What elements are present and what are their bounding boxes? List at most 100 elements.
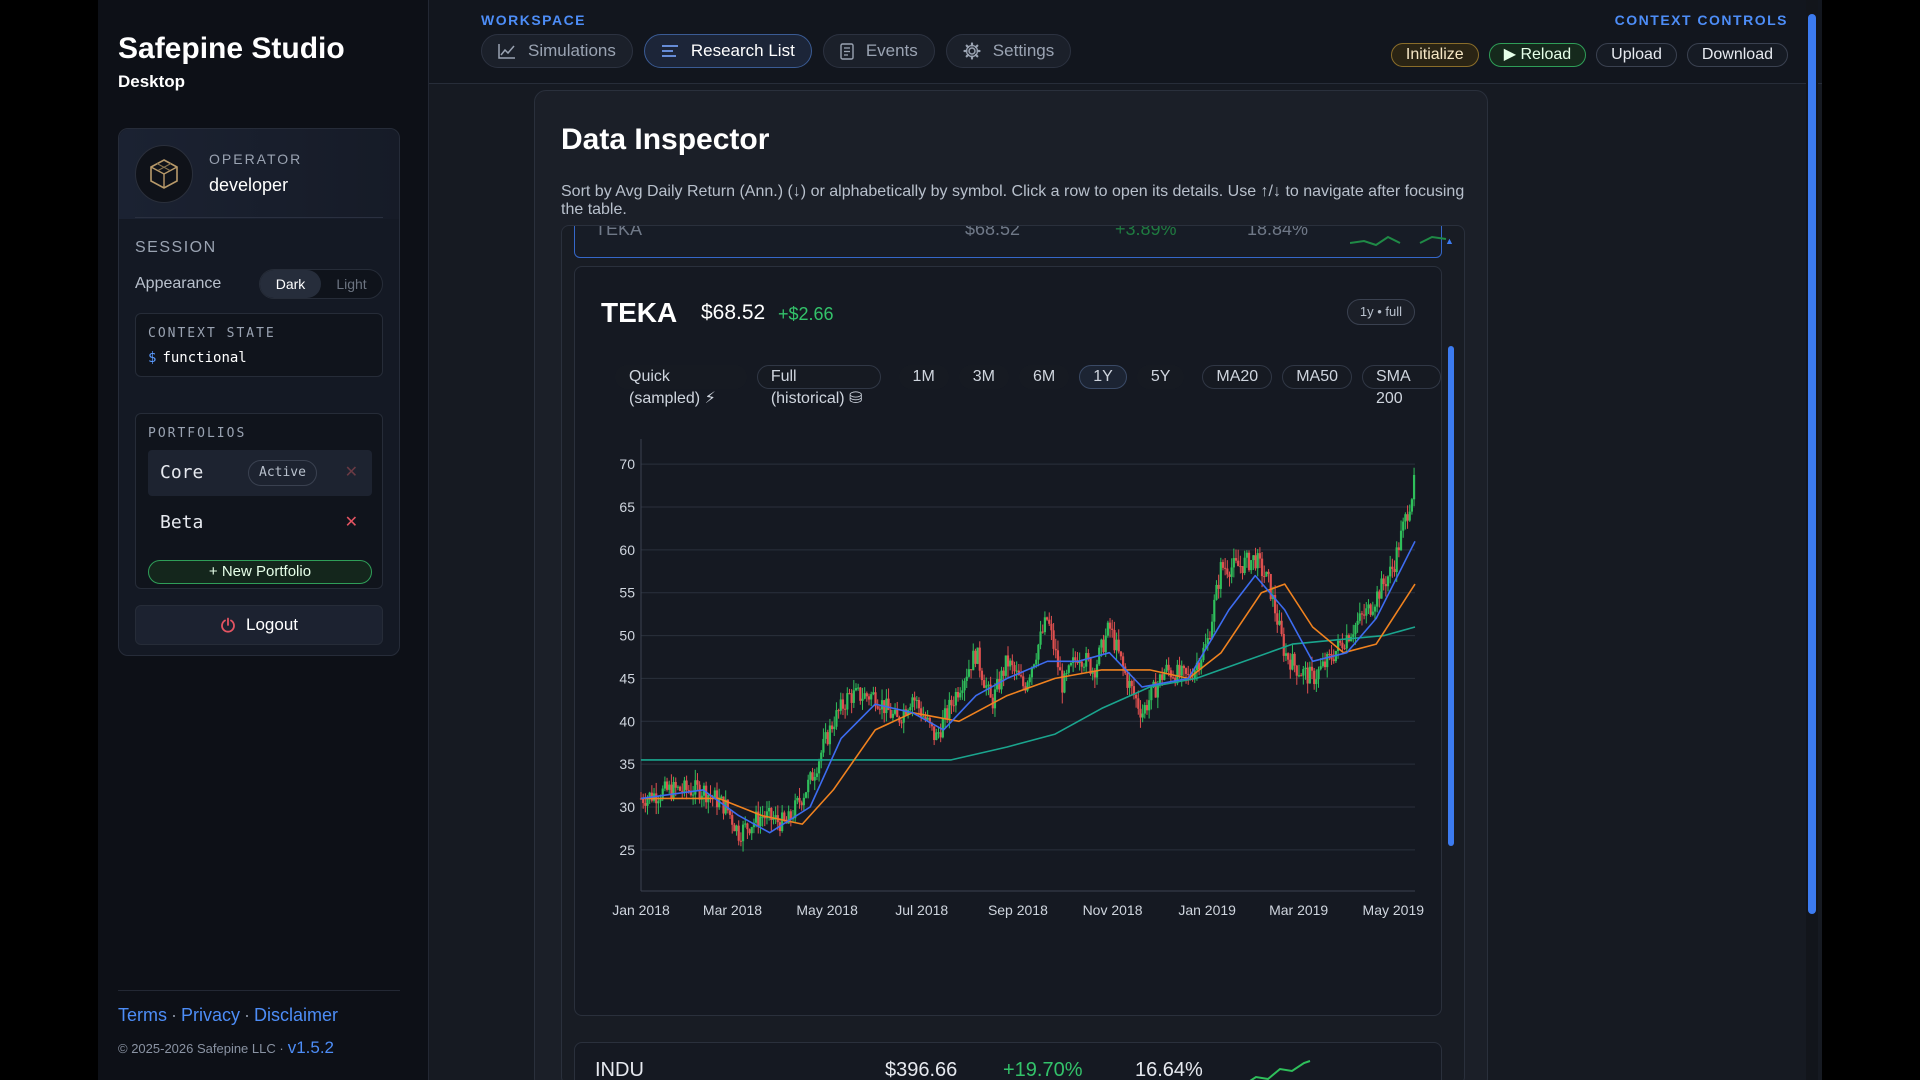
row-price: $68.52 xyxy=(965,225,1021,239)
candle-body xyxy=(694,780,697,795)
y-tick-label: 30 xyxy=(619,799,635,815)
terms-link[interactable]: Terms xyxy=(118,1005,167,1025)
candle-body xyxy=(1250,560,1253,571)
candle-body xyxy=(794,800,797,819)
candle-body xyxy=(1391,566,1394,570)
candle-body xyxy=(1382,578,1385,585)
candle-body xyxy=(880,700,884,710)
range-1m-pill[interactable]: 1M xyxy=(898,365,949,389)
candle-body xyxy=(1117,639,1120,652)
candle-body xyxy=(1102,639,1105,653)
tab-events[interactable]: Events xyxy=(822,34,935,68)
table-row-selected[interactable]: TEKA $68.52 +3.89% 18.84% xyxy=(574,225,1447,258)
quick-mode-pill[interactable]: Quick (sampled) ⚡ xyxy=(615,365,747,407)
download-button[interactable]: Download xyxy=(1686,43,1788,67)
candle-body xyxy=(765,811,769,819)
candle-body xyxy=(1241,566,1244,574)
initialize-button[interactable]: Initialize xyxy=(1390,43,1479,67)
candle-body xyxy=(668,784,671,790)
candle-body xyxy=(1293,653,1296,666)
row-symbol: TEKA xyxy=(595,225,643,239)
candle-body xyxy=(1328,653,1331,655)
theme-light-option[interactable]: Light xyxy=(336,276,367,292)
candle-body xyxy=(1371,611,1374,615)
candle-body xyxy=(1041,631,1044,633)
candle-body xyxy=(663,781,666,789)
candle-body xyxy=(1093,670,1096,678)
tab-simulations[interactable]: Simulations xyxy=(481,34,633,68)
candle-body xyxy=(1137,698,1140,709)
full-mode-pill[interactable]: Full (historical) ⛁ xyxy=(756,365,881,407)
candle-body xyxy=(646,798,649,806)
range-6m-pill[interactable]: 6M xyxy=(1019,365,1070,389)
candle-body xyxy=(861,698,864,701)
portfolio-item-beta[interactable]: Beta ✕ xyxy=(148,500,372,546)
candle-body xyxy=(1100,639,1103,648)
candle-body xyxy=(1052,630,1055,649)
candle-body xyxy=(1022,676,1025,687)
candle-body xyxy=(1326,653,1329,668)
detail-symbol: TEKA xyxy=(601,297,678,328)
candle-body xyxy=(1037,644,1040,660)
candle-body xyxy=(1128,680,1131,688)
disclaimer-link[interactable]: Disclaimer xyxy=(254,1005,339,1025)
candle-body xyxy=(1165,664,1168,672)
scroll-up-arrow-icon[interactable]: ▲ xyxy=(1445,236,1454,246)
candle-body xyxy=(1130,680,1133,687)
range-1y-pill[interactable]: 1Y xyxy=(1079,365,1127,389)
logout-button[interactable]: Logout xyxy=(135,605,383,645)
context-state-value: $ functional xyxy=(148,350,247,366)
candle-body xyxy=(993,689,997,709)
candle-body xyxy=(839,699,842,711)
reload-button[interactable]: ▶ Reload xyxy=(1488,43,1587,67)
candle-body xyxy=(1059,667,1062,671)
candle-body xyxy=(1389,566,1392,577)
range-3m-pill[interactable]: 3M xyxy=(958,365,1010,389)
candle-body xyxy=(1054,648,1057,651)
tab-settings[interactable]: Settings xyxy=(945,34,1072,68)
candle-body xyxy=(1284,653,1288,656)
tab-research-list[interactable]: Research List xyxy=(643,34,812,68)
candle-body xyxy=(763,816,766,819)
page-scrollbar[interactable] xyxy=(1808,14,1816,914)
delete-portfolio-icon[interactable]: ✕ xyxy=(344,514,358,531)
candle-body xyxy=(1282,634,1285,656)
price-chart[interactable]: 25 30 35 40 45 50 55 60 65 70 Jan 2018 Mar 2018 May … xyxy=(591,427,1431,987)
upload-button[interactable]: Upload xyxy=(1596,43,1677,67)
candle-body xyxy=(969,669,973,671)
portfolio-item-core[interactable]: Core Active ✕ xyxy=(148,450,372,496)
research-table[interactable]: TEKA $68.52 +3.89% 18.84% TEKA $68.52 +$… xyxy=(561,225,1465,1080)
new-portfolio-button[interactable]: + New Portfolio xyxy=(148,560,372,584)
version-label: v1.5.2 xyxy=(287,1038,335,1057)
footer-links: Terms · Privacy · Disclaimer xyxy=(118,1005,339,1025)
candle-body xyxy=(1187,673,1190,675)
sidebar: Safepine Studio Desktop OPERATOR develop… xyxy=(98,0,429,1080)
delete-portfolio-icon[interactable]: ✕ xyxy=(344,464,358,481)
y-tick-label: 45 xyxy=(619,670,635,686)
candle-body xyxy=(752,822,756,828)
candle-body xyxy=(1082,666,1086,668)
candle-body xyxy=(718,798,721,808)
theme-dark-option[interactable]: Dark xyxy=(260,270,321,298)
privacy-link[interactable]: Privacy xyxy=(181,1005,241,1025)
candle-body xyxy=(941,718,944,738)
candle-body xyxy=(913,697,916,701)
candle-body xyxy=(746,823,749,830)
sma200-pill[interactable]: SMA 200 xyxy=(1362,365,1441,407)
copyright: © 2025-2026 Safepine LLC · v1.5.2 xyxy=(118,1038,334,1058)
candle-body xyxy=(1045,617,1049,620)
range-5y-pill[interactable]: 5Y xyxy=(1136,365,1185,389)
candle-body xyxy=(1213,599,1216,622)
candle-body xyxy=(1228,574,1231,577)
candle-body xyxy=(685,780,688,790)
table-row[interactable]: INDU $396.66 +19.70% 16.64% xyxy=(574,1042,1442,1080)
candle-body xyxy=(887,698,890,710)
candle-body xyxy=(983,680,986,688)
ma50-pill[interactable]: MA50 xyxy=(1282,365,1352,389)
ma20-pill[interactable]: MA20 xyxy=(1202,365,1273,389)
line-chart-icon xyxy=(498,44,515,59)
candle-body xyxy=(885,698,888,714)
series-line-ma20 xyxy=(640,540,1416,834)
candle-body xyxy=(1148,700,1151,711)
table-scrollbar[interactable] xyxy=(1448,346,1454,846)
